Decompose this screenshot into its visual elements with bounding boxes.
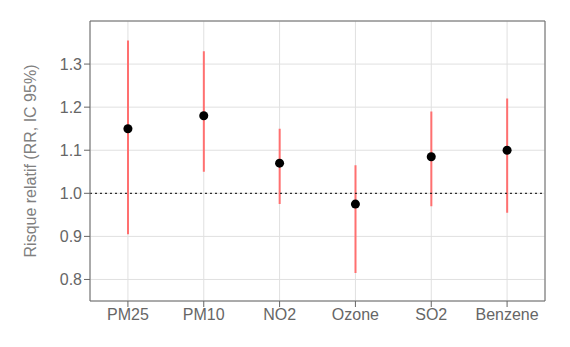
svg-text:Benzene: Benzene bbox=[475, 306, 538, 323]
svg-text:1.0: 1.0 bbox=[60, 185, 82, 202]
svg-text:Risque relatif (RR, IC 95%): Risque relatif (RR, IC 95%) bbox=[22, 65, 39, 258]
svg-text:PM10: PM10 bbox=[183, 306, 225, 323]
svg-text:1.2: 1.2 bbox=[60, 99, 82, 116]
svg-text:SO2: SO2 bbox=[415, 306, 447, 323]
svg-text:0.8: 0.8 bbox=[60, 271, 82, 288]
svg-text:1.3: 1.3 bbox=[60, 56, 82, 73]
svg-text:0.9: 0.9 bbox=[60, 228, 82, 245]
svg-text:1.1: 1.1 bbox=[60, 142, 82, 159]
svg-text:PM25: PM25 bbox=[107, 306, 149, 323]
svg-text:NO2: NO2 bbox=[263, 306, 296, 323]
svg-text:Ozone: Ozone bbox=[332, 306, 379, 323]
